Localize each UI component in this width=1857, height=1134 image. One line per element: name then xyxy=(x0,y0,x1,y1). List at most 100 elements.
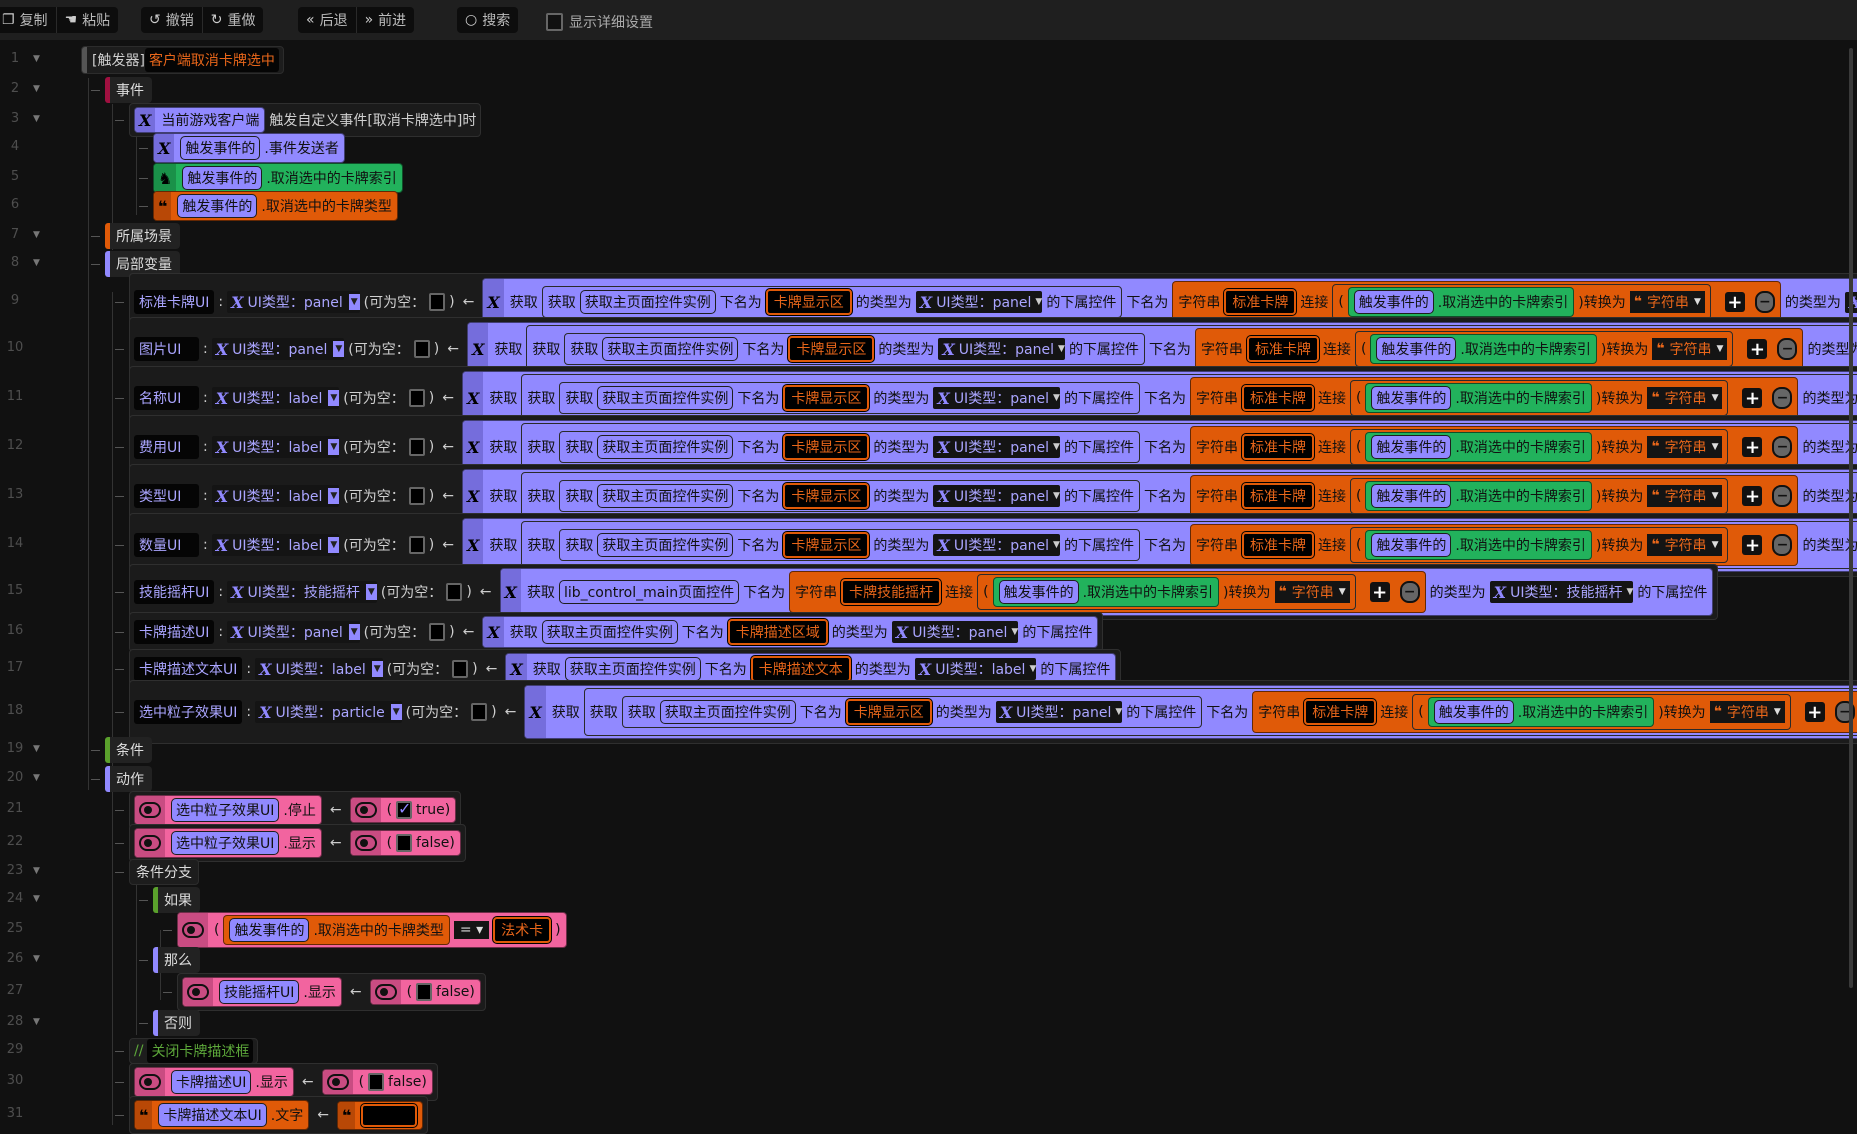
purple-block[interactable]: 获取 获取主页面控件实例 下名为 卡牌显示区 的类型为 X UI类型：panel ▼ 的下属控件 xyxy=(564,333,1145,365)
purple-block[interactable]: 获取 获取 获取主页面控件实例 下名为 卡牌显示区 的类型为 X UI类型：panel ▼ 的下属… xyxy=(583,688,1857,736)
show-detail-settings-checkbox[interactable]: 显示详细设置 xyxy=(546,12,653,32)
ui-type-selector[interactable]: X UI类型：panel ▼ xyxy=(915,291,1043,313)
collapse-triangle-icon[interactable]: ▼ xyxy=(33,230,40,240)
green-block[interactable]: 触发事件的 .取消选中的卡牌索引 xyxy=(1365,530,1592,560)
collapse-triangle-icon[interactable]: ▼ xyxy=(33,54,40,64)
chevron-down-icon[interactable]: ▼ xyxy=(1711,442,1719,452)
section-header[interactable]: 动作 xyxy=(105,766,152,792)
orange-block[interactable]: 字符串 标准卡牌 连接(触发事件的 .取消选中的卡牌索引)转换为 ❝ 字符串 ▼ + − xyxy=(1194,328,1804,370)
string-literal-field[interactable]: 卡牌显示区 xyxy=(783,434,870,460)
pink-block[interactable]: (触发事件的 .取消选中的卡牌类型 = ▾ 法术卡) xyxy=(177,912,567,948)
purple-block[interactable]: 获取 获取主页面控件实例 下名为 卡牌显示区 的类型为 X UI类型：panel ▼ 的下属控件 xyxy=(559,431,1140,463)
collapse-triangle-icon[interactable]: ▼ xyxy=(33,866,40,876)
ui-type-selector[interactable]: X UI类型：panel ▼ xyxy=(933,534,1060,556)
chevron-down-icon[interactable]: ▼ xyxy=(1058,344,1065,354)
ui-type-selector[interactable]: X UI类型：label ▼ xyxy=(255,658,383,680)
pink-block[interactable]: 选中粒子效果UI .显示 xyxy=(134,828,322,858)
minus-icon[interactable]: − xyxy=(1777,338,1798,360)
chevron-down-icon[interactable]: ▼ xyxy=(1626,587,1634,597)
plus-icon[interactable]: + xyxy=(1742,437,1763,458)
comment-text[interactable]: 关闭卡牌描述框 xyxy=(147,1039,254,1063)
reference-chip[interactable]: 技能摇杆UI xyxy=(219,980,300,1004)
checkbox[interactable] xyxy=(416,983,433,1001)
reference-chip[interactable]: 获取主页面控件实例 xyxy=(602,337,739,361)
trigger-name[interactable]: 客户端取消卡牌选中 xyxy=(144,48,279,72)
purple-block[interactable]: X 获取 获取 获取 获取主页面控件实例 下名为 卡牌显示区 的类型为 X UI类型：panel ▼… xyxy=(461,420,1857,474)
ui-type-selector[interactable]: X UI类型：panel ▼ xyxy=(995,701,1123,723)
string-literal-field[interactable] xyxy=(361,1103,418,1127)
collapse-triangle-icon[interactable]: ▼ xyxy=(33,1017,40,1027)
chevron-down-icon[interactable]: ▼ xyxy=(1711,393,1719,403)
collapse-triangle-icon[interactable]: ▼ xyxy=(33,114,40,124)
purple-block[interactable]: X 获取 获取 获取 获取主页面控件实例 下名为 卡牌显示区 的类型为 X UI类型：panel ▼… xyxy=(461,518,1857,572)
chevron-down-icon[interactable]: ▼ xyxy=(348,294,360,310)
reference-chip[interactable]: 触发事件的 xyxy=(177,194,258,218)
purple-block[interactable]: X 当前游戏客户端 xyxy=(134,107,266,133)
purple-block[interactable]: 获取 获取 获取主页面控件实例 下名为 卡牌显示区 的类型为 X UI类型：panel ▼ 的下属… xyxy=(521,374,1857,422)
chevron-down-icon[interactable]: ▼ xyxy=(390,704,402,720)
operator-dropdown[interactable]: = ▾ xyxy=(453,921,490,939)
chevron-down-icon[interactable]: ▼ xyxy=(371,661,383,677)
chevron-down-icon[interactable]: ▼ xyxy=(328,488,340,504)
section-header[interactable]: 条件 xyxy=(105,737,152,763)
purple-block[interactable]: 获取 获取 获取主页面控件实例 下名为 卡牌显示区 的类型为 X UI类型：panel ▼ 的下属… xyxy=(521,472,1857,520)
purple-block[interactable]: 获取 获取主页面控件实例 下名为 卡牌显示区 的类型为 X UI类型：panel ▼ 的下属控件 xyxy=(621,696,1203,728)
reference-chip[interactable]: lib_control_main页面控件 xyxy=(558,580,740,604)
chevron-down-icon[interactable]: ▼ xyxy=(328,537,340,553)
plus-icon[interactable]: + xyxy=(1724,292,1745,313)
collapse-triangle-icon[interactable]: ▼ xyxy=(33,258,40,268)
green-block[interactable]: 触发事件的 .取消选中的卡牌索引 xyxy=(1427,697,1655,727)
orange-block[interactable]: 字符串 标准卡牌 连接(触发事件的 .取消选中的卡牌索引)转换为 ❝ 字符串 ▼ + − xyxy=(1189,524,1799,566)
string-literal-field[interactable]: 标准卡牌 xyxy=(1246,336,1319,362)
section-header[interactable]: 所属场景 xyxy=(105,223,180,249)
purple-block[interactable]: 获取 获取 获取主页面控件实例 下名为 卡牌显示区 的类型为 X UI类型：panel ▼ 的下属… xyxy=(521,521,1857,569)
chevron-down-icon[interactable]: ▼ xyxy=(1011,627,1019,637)
chevron-down-icon[interactable]: ▼ xyxy=(328,439,340,455)
purple-block[interactable]: X 获取 获取主页面控件实例 下名为 卡牌描述文本 的类型为 X UI类型：label ▼ 的下属… xyxy=(505,653,1117,685)
string-type-selector[interactable]: ❝ 字符串 ▼ xyxy=(1652,338,1728,360)
collapse-triangle-icon[interactable]: ▼ xyxy=(33,954,40,964)
plus-icon[interactable]: + xyxy=(1369,582,1390,603)
minus-icon[interactable]: − xyxy=(1772,387,1793,409)
chevron-down-icon[interactable]: ▼ xyxy=(328,390,340,406)
chevron-down-icon[interactable]: ▼ xyxy=(348,624,360,640)
orange-block[interactable]: (触发事件的 .取消选中的卡牌索引)转换为 ❝ 字符串 ▼ xyxy=(1332,284,1711,320)
orange-block[interactable]: 字符串 标准卡牌 连接(触发事件的 .取消选中的卡牌索引)转换为 ❝ 字符串 ▼ + − xyxy=(1172,281,1781,323)
plus-icon[interactable]: + xyxy=(1742,388,1763,409)
checkbox[interactable] xyxy=(452,660,469,678)
string-type-selector[interactable]: ❝ 字符串 ▼ xyxy=(1647,534,1723,556)
checkbox[interactable] xyxy=(408,389,425,407)
orange-block[interactable]: (触发事件的 .取消选中的卡牌索引)转换为 ❝ 字符串 ▼ xyxy=(1349,478,1729,514)
string-literal-field[interactable]: 卡牌描述区域 xyxy=(727,619,828,645)
string-type-selector[interactable]: ❝ 字符串 ▼ xyxy=(1647,485,1723,507)
orange-block[interactable]: 字符串 卡牌技能摇杆 连接(触发事件的 .取消选中的卡牌索引)转换为 ❝ 字符串 ▼ + − xyxy=(789,571,1426,613)
plus-icon[interactable]: + xyxy=(1747,339,1768,360)
forward-button[interactable]: » 前进 xyxy=(357,7,415,33)
plus-icon[interactable]: + xyxy=(1742,486,1763,507)
minus-icon[interactable]: − xyxy=(1772,485,1793,507)
reference-chip[interactable]: 触发事件的 xyxy=(1371,533,1452,557)
green-block[interactable]: 触发事件的 .取消选中的卡牌索引 xyxy=(1365,432,1592,462)
reference-chip[interactable]: 获取主页面控件实例 xyxy=(541,620,678,644)
ui-type-selector[interactable]: X UI类型：label ▼ xyxy=(211,485,340,507)
orange-block[interactable]: 触发事件的 .取消选中的卡牌类型 xyxy=(223,915,450,945)
chevron-down-icon[interactable]: ▼ xyxy=(1338,587,1346,597)
variable-name-field[interactable]: 卡牌描述UI xyxy=(134,620,215,644)
checkbox[interactable] xyxy=(408,487,425,505)
chevron-down-icon[interactable]: ▼ xyxy=(1029,664,1037,674)
reference-chip[interactable]: 触发事件的 xyxy=(182,166,263,190)
reference-chip[interactable]: 选中粒子效果UI xyxy=(171,798,280,822)
pink-block[interactable]: 卡牌描述UI .显示 xyxy=(134,1067,294,1097)
minus-icon[interactable]: − xyxy=(1772,436,1793,458)
collapse-triangle-icon[interactable]: ▼ xyxy=(33,894,40,904)
purple-block[interactable]: 获取 获取主页面控件实例 下名为 卡牌显示区 的类型为 X UI类型：panel ▼ 的下属控件 xyxy=(559,529,1140,561)
string-literal-field[interactable]: 卡牌显示区 xyxy=(783,483,870,509)
ui-type-selector[interactable]: X UI类型：panel ▼ xyxy=(891,621,1019,643)
purple-block[interactable]: X 获取 获取主页面控件实例 下名为 卡牌描述区域 的类型为 X UI类型：panel ▼ 的下属… xyxy=(482,616,1099,648)
reference-chip[interactable]: 触发事件的 xyxy=(1353,290,1434,314)
ui-type-selector[interactable]: X UI类型：技能摇杆 ▼ xyxy=(1489,581,1634,603)
redo-button[interactable]: ↻ 重做 xyxy=(203,7,264,33)
orange-block[interactable]: (触发事件的 .取消选中的卡牌索引)转换为 ❝ 字符串 ▼ xyxy=(1354,331,1734,367)
string-literal-field[interactable]: 标准卡牌 xyxy=(1304,699,1377,725)
string-type-selector[interactable]: ❝ 字符串 ▼ xyxy=(1647,436,1723,458)
